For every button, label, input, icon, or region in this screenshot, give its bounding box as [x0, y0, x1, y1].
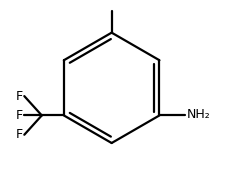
Text: F: F — [15, 109, 22, 122]
Text: F: F — [15, 90, 22, 103]
Text: F: F — [15, 128, 22, 141]
Text: NH₂: NH₂ — [187, 108, 210, 121]
